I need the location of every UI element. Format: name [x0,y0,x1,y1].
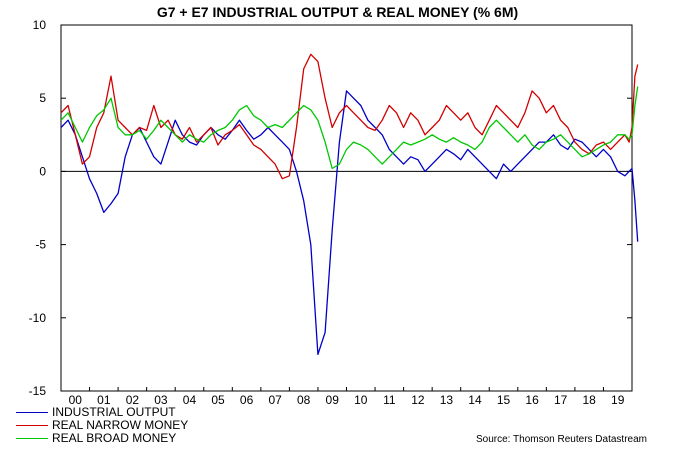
legend-item: REAL NARROW MONEY [16,419,188,432]
plot-frame [60,24,633,392]
y-tick-label: -10 [29,311,47,325]
legend-swatch-industrial-output [16,412,48,413]
y-tick-label: 10 [33,18,47,32]
x-tick-label: 10 [354,393,368,407]
legend: INDUSTRIAL OUTPUT REAL NARROW MONEY REAL… [16,406,188,445]
legend-label: INDUSTRIAL OUTPUT [52,405,176,419]
x-tick-label: 07 [268,393,282,407]
x-tick-label: 16 [525,393,539,407]
x-tick-label: 03 [154,393,168,407]
series-line-real-narrow-money [60,53,639,180]
x-tick-label: 14 [468,393,482,407]
legend-label: REAL NARROW MONEY [52,418,189,432]
x-tick-label: 05 [211,393,225,407]
series-line-industrial-output [60,90,639,356]
x-tick-label: 12 [411,393,425,407]
chart-title: G7 + E7 INDUSTRIAL OUTPUT & REAL MONEY (… [156,4,519,20]
x-tick-label: 13 [440,393,454,407]
legend-swatch-real-broad-money [16,438,48,439]
x-tick-label: 11 [383,393,396,407]
x-tick-label: 15 [497,393,511,407]
legend-item: INDUSTRIAL OUTPUT [16,406,188,419]
x-tick-label: 08 [297,393,311,407]
x-tick-label: 04 [183,393,197,407]
y-tick-label: 0 [39,164,46,178]
y-tick-label: -15 [29,384,47,398]
series-line-real-broad-money [60,86,639,170]
legend-swatch-real-narrow-money [16,425,48,426]
x-tick-label: 09 [326,393,340,407]
legend-label: REAL BROAD MONEY [52,431,177,445]
source-note: Source: Thomson Reuters Datastream [475,434,647,445]
y-tick-label: 5 [39,91,46,105]
x-tick-label: 19 [611,393,625,407]
legend-item: REAL BROAD MONEY [16,432,188,445]
x-tick-label: 06 [240,393,254,407]
x-tick-label: 00 [69,393,83,407]
y-tick-label: -5 [35,238,46,252]
x-tick-label: 18 [582,393,596,407]
x-tick-label: 17 [554,393,568,407]
x-tick-label: 01 [97,393,111,407]
x-tick-label: 02 [126,393,140,407]
